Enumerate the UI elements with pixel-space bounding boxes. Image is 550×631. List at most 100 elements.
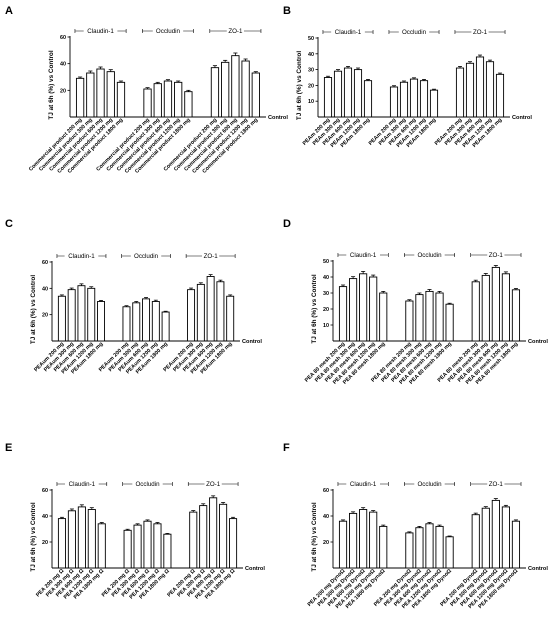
y-axis-label: TJ at 6h (%) vs Control: [311, 274, 318, 343]
bar: [363, 80, 373, 118]
chart-panel-f: FTJ at 6h (%) vs Control Control204060PEA…: [283, 442, 548, 610]
group-label: Claudin-1: [335, 29, 362, 36]
group-label: ZO-1: [206, 481, 221, 488]
bar: [216, 281, 225, 342]
y-tick-label: 60: [42, 488, 48, 494]
y-axis-label: TJ at 6h (%) vs Control: [311, 502, 318, 571]
bar: [425, 290, 434, 342]
bar: [57, 295, 66, 342]
bar: [221, 61, 230, 118]
y-tick-label: 20: [323, 307, 329, 313]
bar: [481, 274, 490, 342]
group-label-bg: [331, 28, 365, 35]
bar: [485, 61, 495, 118]
x-axis-label: Control: [242, 339, 262, 345]
bar: [163, 533, 172, 569]
y-tick-label: 30: [308, 68, 314, 74]
bar: [116, 81, 126, 118]
bar: [77, 506, 86, 569]
bar: [153, 523, 162, 569]
panel-letter: A: [5, 5, 13, 17]
bar: [389, 86, 399, 118]
bar: [419, 80, 429, 118]
bar: [106, 71, 115, 118]
group-label-bg: [64, 252, 99, 259]
group-label-bg: [204, 480, 222, 487]
group-label-bg: [346, 251, 380, 258]
bar: [161, 311, 170, 342]
bar: [184, 91, 193, 118]
bar: [87, 509, 96, 569]
bar: [187, 289, 196, 342]
y-tick-label: 50: [323, 259, 329, 265]
bar: [75, 77, 85, 118]
bar: [67, 289, 76, 342]
bar: [67, 510, 76, 569]
bar: [96, 68, 105, 118]
panel-letter: B: [283, 5, 291, 17]
bar: [409, 78, 419, 118]
bar: [511, 520, 521, 569]
x-axis-label: Control: [528, 566, 548, 572]
bar: [142, 298, 151, 342]
chart-panel-e: ETJ at 6h (%) vs Control Control204060PEA…: [5, 442, 265, 601]
y-tick-label: 40: [60, 62, 66, 68]
x-axis-label: Control: [268, 115, 288, 121]
y-tick-label: 60: [60, 35, 66, 41]
bar: [465, 62, 475, 118]
bar: [379, 292, 388, 342]
group-label-bg: [346, 480, 380, 487]
panel-letter: E: [5, 442, 12, 454]
bar: [189, 511, 198, 569]
bar: [369, 511, 378, 569]
y-axis-label: TJ at 6h (%) vs Control: [296, 51, 303, 120]
bar: [323, 77, 333, 118]
group-label: Occludin: [402, 29, 427, 36]
bar: [123, 529, 132, 569]
y-axis-label: TJ at 6h (%) vs Control: [30, 275, 37, 344]
y-tick-label: 10: [323, 323, 329, 329]
group-label: Claudin-1: [69, 481, 96, 488]
y-tick-label: 60: [42, 260, 48, 266]
chart-panel-a: ATJ at 6h (%) vs Control Control204060Com…: [5, 5, 288, 175]
bar: [206, 276, 215, 342]
y-tick-label: 20: [42, 540, 48, 546]
bar: [475, 56, 485, 118]
bar: [511, 289, 521, 342]
bar: [163, 80, 173, 118]
bar: [196, 283, 205, 342]
bar: [251, 72, 260, 118]
group-label: Claudin-1: [68, 253, 95, 260]
bar: [338, 520, 348, 569]
panel-letter: C: [5, 218, 13, 230]
group-label-bg: [471, 28, 489, 35]
chart-panel-d: D TJ at 6h (%) vs Control Control 10 20 30 40 5…: [283, 218, 548, 386]
y-axis-label: TJ at 6h (%) vs Control: [48, 50, 55, 119]
x-axis-label: Control: [245, 566, 265, 572]
bar: [359, 273, 368, 342]
y-tick-label: 40: [323, 275, 329, 281]
bar: [415, 294, 424, 342]
bar: [86, 72, 95, 118]
group-label: Occludin: [135, 481, 160, 488]
group-label-bg: [202, 252, 220, 259]
group-label-bg: [83, 27, 118, 34]
panel-letter: D: [283, 218, 291, 230]
y-tick-label: 20: [323, 540, 329, 546]
bar: [77, 285, 86, 342]
panel-letter: F: [283, 442, 290, 454]
bar: [231, 55, 240, 118]
bar: [57, 518, 67, 569]
bar: [405, 532, 414, 569]
bar: [353, 69, 363, 118]
group-label-bg: [414, 480, 445, 487]
group-label-bg: [130, 252, 162, 259]
group-label-bg: [132, 480, 163, 487]
group-label: Occludin: [156, 28, 181, 35]
bar: [133, 524, 142, 569]
bar: [143, 88, 152, 118]
bar: [491, 266, 500, 342]
y-tick-label: 60: [323, 488, 329, 494]
bar: [429, 89, 439, 118]
